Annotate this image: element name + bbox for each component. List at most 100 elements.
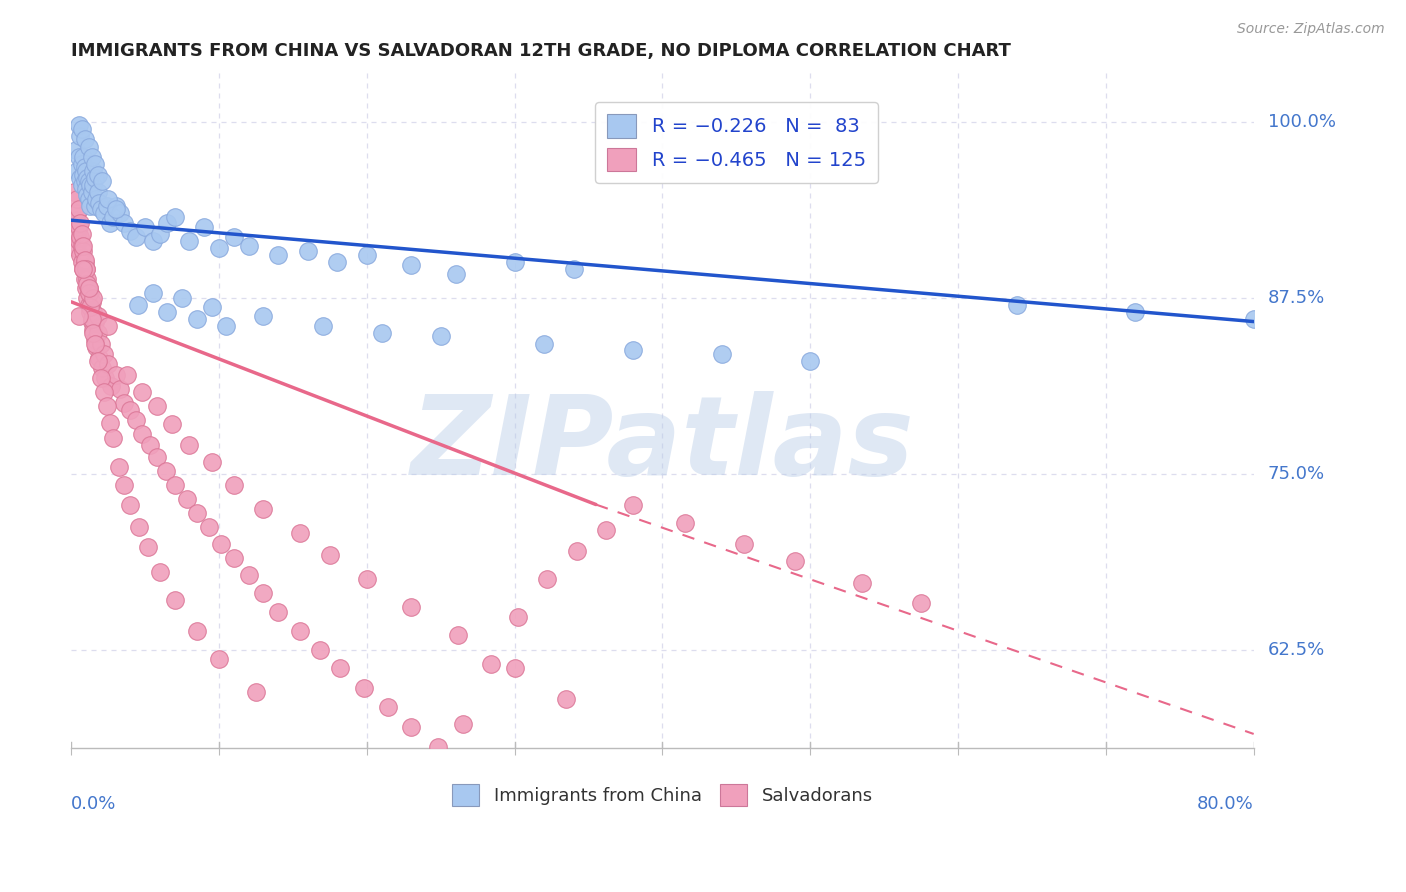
Point bbox=[621, 343, 644, 357]
Point bbox=[503, 661, 526, 675]
Point bbox=[66, 164, 89, 178]
Point bbox=[319, 548, 342, 562]
Point bbox=[785, 554, 807, 568]
Point bbox=[131, 384, 153, 399]
Point bbox=[208, 652, 231, 666]
Point bbox=[429, 328, 451, 343]
Point bbox=[201, 455, 224, 469]
Point bbox=[67, 235, 90, 249]
Point bbox=[65, 241, 87, 255]
Text: IMMIGRANTS FROM CHINA VS SALVADORAN 12TH GRADE, NO DIPLOMA CORRELATION CHART: IMMIGRANTS FROM CHINA VS SALVADORAN 12TH… bbox=[72, 42, 1011, 60]
Point bbox=[90, 371, 112, 385]
Point bbox=[93, 206, 115, 220]
Point bbox=[96, 199, 118, 213]
Point bbox=[87, 168, 110, 182]
Point bbox=[851, 576, 873, 591]
Point bbox=[114, 396, 136, 410]
Text: 100.0%: 100.0% bbox=[1268, 112, 1336, 131]
Point bbox=[179, 235, 201, 249]
Point bbox=[82, 164, 104, 178]
Point bbox=[69, 248, 91, 262]
Point bbox=[565, 544, 588, 558]
Point bbox=[353, 681, 375, 695]
Point bbox=[72, 262, 94, 277]
Point bbox=[1125, 304, 1147, 318]
Point bbox=[114, 216, 136, 230]
Point bbox=[83, 157, 105, 171]
Point bbox=[290, 624, 312, 639]
Point bbox=[82, 304, 104, 318]
Point bbox=[120, 403, 142, 417]
Point bbox=[193, 220, 215, 235]
Point bbox=[209, 537, 232, 551]
Point bbox=[377, 700, 399, 714]
Point bbox=[75, 182, 97, 196]
Point bbox=[125, 230, 148, 244]
Point bbox=[72, 150, 94, 164]
Point bbox=[77, 298, 100, 312]
Point bbox=[215, 318, 238, 333]
Point bbox=[70, 121, 93, 136]
Point bbox=[70, 178, 93, 192]
Point bbox=[562, 262, 585, 277]
Point bbox=[479, 657, 502, 671]
Point bbox=[506, 610, 529, 624]
Point bbox=[67, 309, 90, 323]
Point bbox=[311, 318, 333, 333]
Point bbox=[73, 131, 96, 145]
Point bbox=[72, 244, 94, 259]
Point bbox=[93, 347, 115, 361]
Point bbox=[82, 326, 104, 340]
Point bbox=[1005, 298, 1028, 312]
Text: 80.0%: 80.0% bbox=[1197, 796, 1254, 814]
Point bbox=[90, 337, 112, 351]
Point bbox=[76, 277, 98, 291]
Point bbox=[176, 491, 198, 506]
Point bbox=[136, 540, 159, 554]
Point bbox=[138, 438, 160, 452]
Point bbox=[197, 520, 219, 534]
Point bbox=[201, 301, 224, 315]
Point bbox=[73, 272, 96, 286]
Point bbox=[163, 211, 186, 225]
Point bbox=[76, 272, 98, 286]
Point bbox=[91, 174, 114, 188]
Point bbox=[89, 196, 111, 211]
Point bbox=[73, 174, 96, 188]
Point bbox=[120, 498, 142, 512]
Text: 87.5%: 87.5% bbox=[1268, 289, 1324, 307]
Point bbox=[79, 286, 101, 301]
Point bbox=[72, 238, 94, 252]
Point bbox=[72, 262, 94, 277]
Point bbox=[70, 238, 93, 252]
Point bbox=[267, 248, 290, 262]
Point bbox=[77, 286, 100, 301]
Text: 0.0%: 0.0% bbox=[72, 796, 117, 814]
Point bbox=[97, 318, 120, 333]
Point bbox=[69, 230, 91, 244]
Point bbox=[179, 438, 201, 452]
Point bbox=[156, 304, 179, 318]
Point bbox=[910, 596, 932, 610]
Point bbox=[77, 281, 100, 295]
Point bbox=[1243, 311, 1265, 326]
Point bbox=[87, 185, 110, 199]
Point bbox=[63, 185, 86, 199]
Point bbox=[77, 281, 100, 295]
Point bbox=[503, 255, 526, 269]
Point bbox=[447, 628, 470, 642]
Point bbox=[76, 291, 98, 305]
Point bbox=[86, 340, 108, 354]
Point bbox=[329, 661, 352, 675]
Point bbox=[595, 523, 617, 537]
Text: ZIPatlas: ZIPatlas bbox=[411, 391, 914, 498]
Point bbox=[186, 311, 208, 326]
Point bbox=[141, 286, 163, 301]
Point bbox=[673, 516, 696, 530]
Point bbox=[79, 178, 101, 192]
Point bbox=[172, 291, 194, 305]
Text: Source: ZipAtlas.com: Source: ZipAtlas.com bbox=[1237, 22, 1385, 37]
Point bbox=[426, 739, 449, 754]
Point bbox=[66, 227, 89, 242]
Point bbox=[156, 216, 179, 230]
